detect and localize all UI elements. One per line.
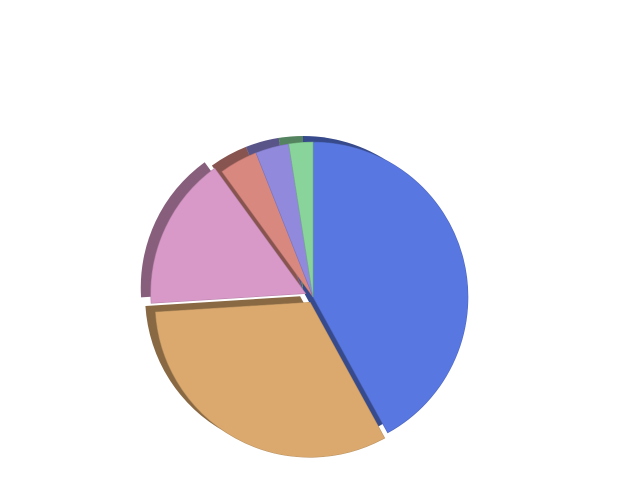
slice — [312, 141, 469, 434]
slice — [288, 141, 314, 298]
slice — [155, 301, 386, 458]
slice — [150, 167, 307, 304]
